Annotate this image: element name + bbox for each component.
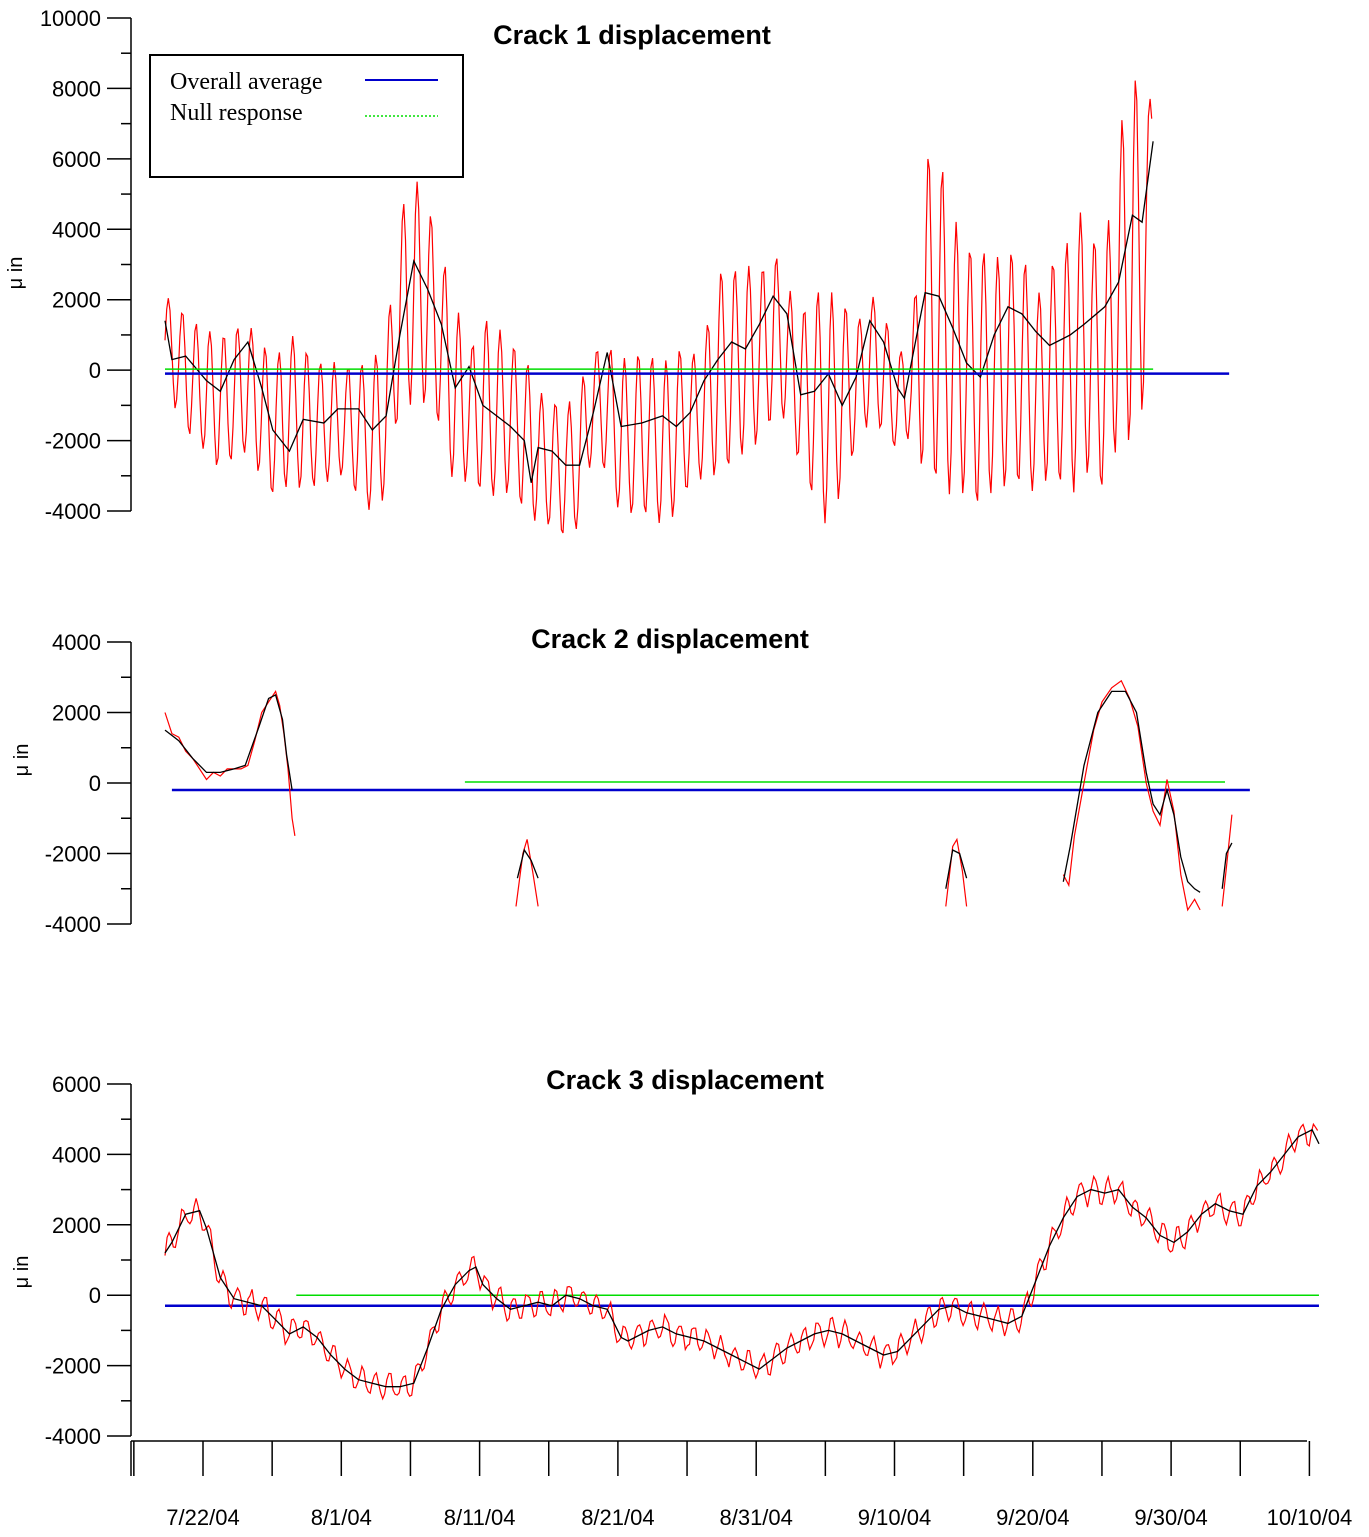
- raw-series-line: [164, 80, 1153, 534]
- y-tick-label: 2000: [52, 1213, 101, 1238]
- y-tick-label: -4000: [45, 912, 101, 937]
- raw-series-line: [164, 1122, 1319, 1401]
- raw-series-segment: [164, 689, 296, 836]
- y-tick-label: -4000: [45, 499, 101, 524]
- x-tick-label: 8/11/04: [444, 1505, 516, 1530]
- x-tick-label: 9/10/04: [858, 1505, 931, 1530]
- x-tick-label: 8/1/04: [311, 1505, 372, 1530]
- y-tick-label: 4000: [52, 630, 101, 655]
- crack-3-ylabel: μ in: [11, 1256, 33, 1289]
- x-tick-label: 8/31/04: [719, 1505, 792, 1530]
- y-tick-label: 2000: [52, 701, 101, 726]
- smoothed-series-segment: [1062, 690, 1201, 893]
- x-tick-label: 9/20/04: [996, 1505, 1069, 1530]
- x-tick-label: 8/21/04: [581, 1505, 654, 1530]
- smoothed-series-line: [164, 1128, 1320, 1388]
- x-tick-label: 7/22/04: [166, 1505, 239, 1530]
- y-tick-label: 6000: [52, 147, 101, 172]
- x-tick-label: 10/10/04: [1267, 1505, 1353, 1530]
- smoothed-series-segment: [164, 693, 293, 791]
- crack-2-ylabel: μ in: [11, 744, 33, 777]
- y-tick-label: -2000: [45, 429, 101, 454]
- raw-series-segment: [1221, 814, 1233, 907]
- y-tick-label: 4000: [52, 1142, 101, 1167]
- y-tick-label: 10000: [40, 6, 101, 31]
- legend: Overall average Null response: [149, 54, 464, 178]
- y-tick-label: 8000: [52, 76, 101, 101]
- y-tick-label: 2000: [52, 288, 101, 313]
- legend-label-null: Null response: [170, 100, 303, 126]
- y-tick-label: 0: [89, 358, 101, 383]
- y-tick-label: -2000: [45, 1354, 101, 1379]
- smoothed-series-segment: [945, 849, 968, 889]
- crack-1-panel: Crack 1 displacement μ in 10000 8000 6000 4…: [5, 6, 1230, 534]
- y-tick-label: 4000: [52, 217, 101, 242]
- y-tick-label: -4000: [45, 1424, 101, 1449]
- crack-3-panel: Crack 3 displacement μ in 6000 4000 2000 0 -…: [11, 1065, 1352, 1530]
- y-tick-label: 0: [89, 1283, 101, 1308]
- raw-series-segment: [1062, 679, 1201, 912]
- smoothed-series-line: [164, 141, 1154, 483]
- crack-2-panel: Crack 2 displacement μ in 4000 2000 0 -2000…: [11, 624, 1250, 937]
- x-tick-label: 9/30/04: [1134, 1505, 1207, 1530]
- smoothed-series-segment: [516, 848, 539, 879]
- smoothed-series-segment: [1221, 842, 1233, 889]
- raw-series-segment: [515, 839, 539, 907]
- y-tick-label: -2000: [45, 842, 101, 867]
- crack-1-ylabel: μ in: [5, 257, 27, 290]
- y-tick-label: 6000: [52, 1072, 101, 1097]
- crack-1-title: Crack 1 displacement: [493, 20, 771, 50]
- crack-3-title: Crack 3 displacement: [546, 1065, 824, 1095]
- y-tick-label: 0: [89, 771, 101, 796]
- crack-2-title: Crack 2 displacement: [531, 624, 809, 654]
- legend-label-average: Overall average: [170, 69, 323, 95]
